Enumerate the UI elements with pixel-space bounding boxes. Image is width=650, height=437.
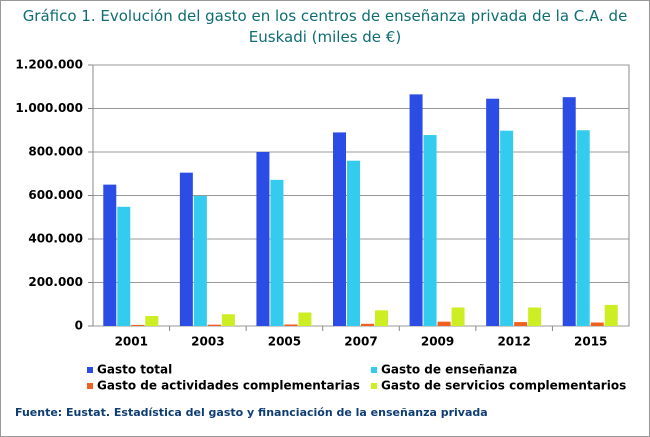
legend-swatch (371, 383, 377, 389)
bar (451, 307, 465, 326)
y-tick-label: 0 (75, 319, 83, 333)
bar (562, 97, 576, 326)
bar (117, 206, 131, 326)
legend-label: Gasto de actividades complementarias (97, 379, 360, 393)
bar (131, 324, 145, 326)
y-tick-label: 800.000 (28, 145, 83, 159)
legend-label: Gasto de enseñanza (381, 363, 517, 377)
bar (179, 172, 193, 326)
bar (514, 322, 528, 326)
bar (409, 94, 423, 326)
bar (528, 307, 542, 326)
x-tick-label: 2012 (497, 335, 530, 349)
bar (298, 312, 312, 326)
bar (347, 160, 360, 326)
bar (500, 130, 514, 326)
bar (576, 130, 590, 326)
legend-swatch (371, 367, 377, 373)
x-tick-label: 2007 (344, 335, 377, 349)
bar (284, 324, 298, 326)
x-tick-label: 2015 (574, 335, 607, 349)
x-tick-label: 2003 (191, 335, 224, 349)
bar (221, 314, 235, 326)
legend-label: Gasto de servicios complementarios (381, 379, 626, 393)
legend-swatch (87, 383, 93, 389)
bar (333, 132, 346, 326)
y-tick-label: 400.000 (28, 232, 83, 246)
bar (270, 179, 284, 326)
bar (590, 322, 604, 326)
x-tick-label: 2001 (115, 335, 148, 349)
bar (256, 152, 270, 326)
y-tick-label: 600.000 (28, 188, 83, 202)
bar (375, 310, 388, 326)
bar (423, 135, 437, 326)
bar (207, 324, 221, 326)
legend-label: Gasto total (97, 363, 172, 377)
bar (361, 323, 374, 326)
legend: Gasto total Gasto de enseñanza Gasto de ac… (87, 363, 626, 393)
bar (437, 321, 451, 326)
y-tick-label: 1.000.000 (15, 101, 83, 115)
x-tick-label: 2009 (421, 335, 454, 349)
bar (103, 184, 117, 326)
source-note: Fuente: Eustat. Estadística del gasto y … (15, 406, 488, 419)
chart-title: Gráfico 1. Evolución del gasto en los ce… (22, 7, 628, 46)
bar (193, 195, 207, 326)
legend-swatch (87, 367, 93, 373)
y-tick-label: 200.000 (28, 275, 83, 289)
y-tick-label: 1.200.000 (15, 58, 83, 72)
bar (604, 304, 618, 326)
bar (486, 98, 500, 327)
x-tick-label: 2005 (268, 335, 301, 349)
bar (145, 315, 159, 326)
